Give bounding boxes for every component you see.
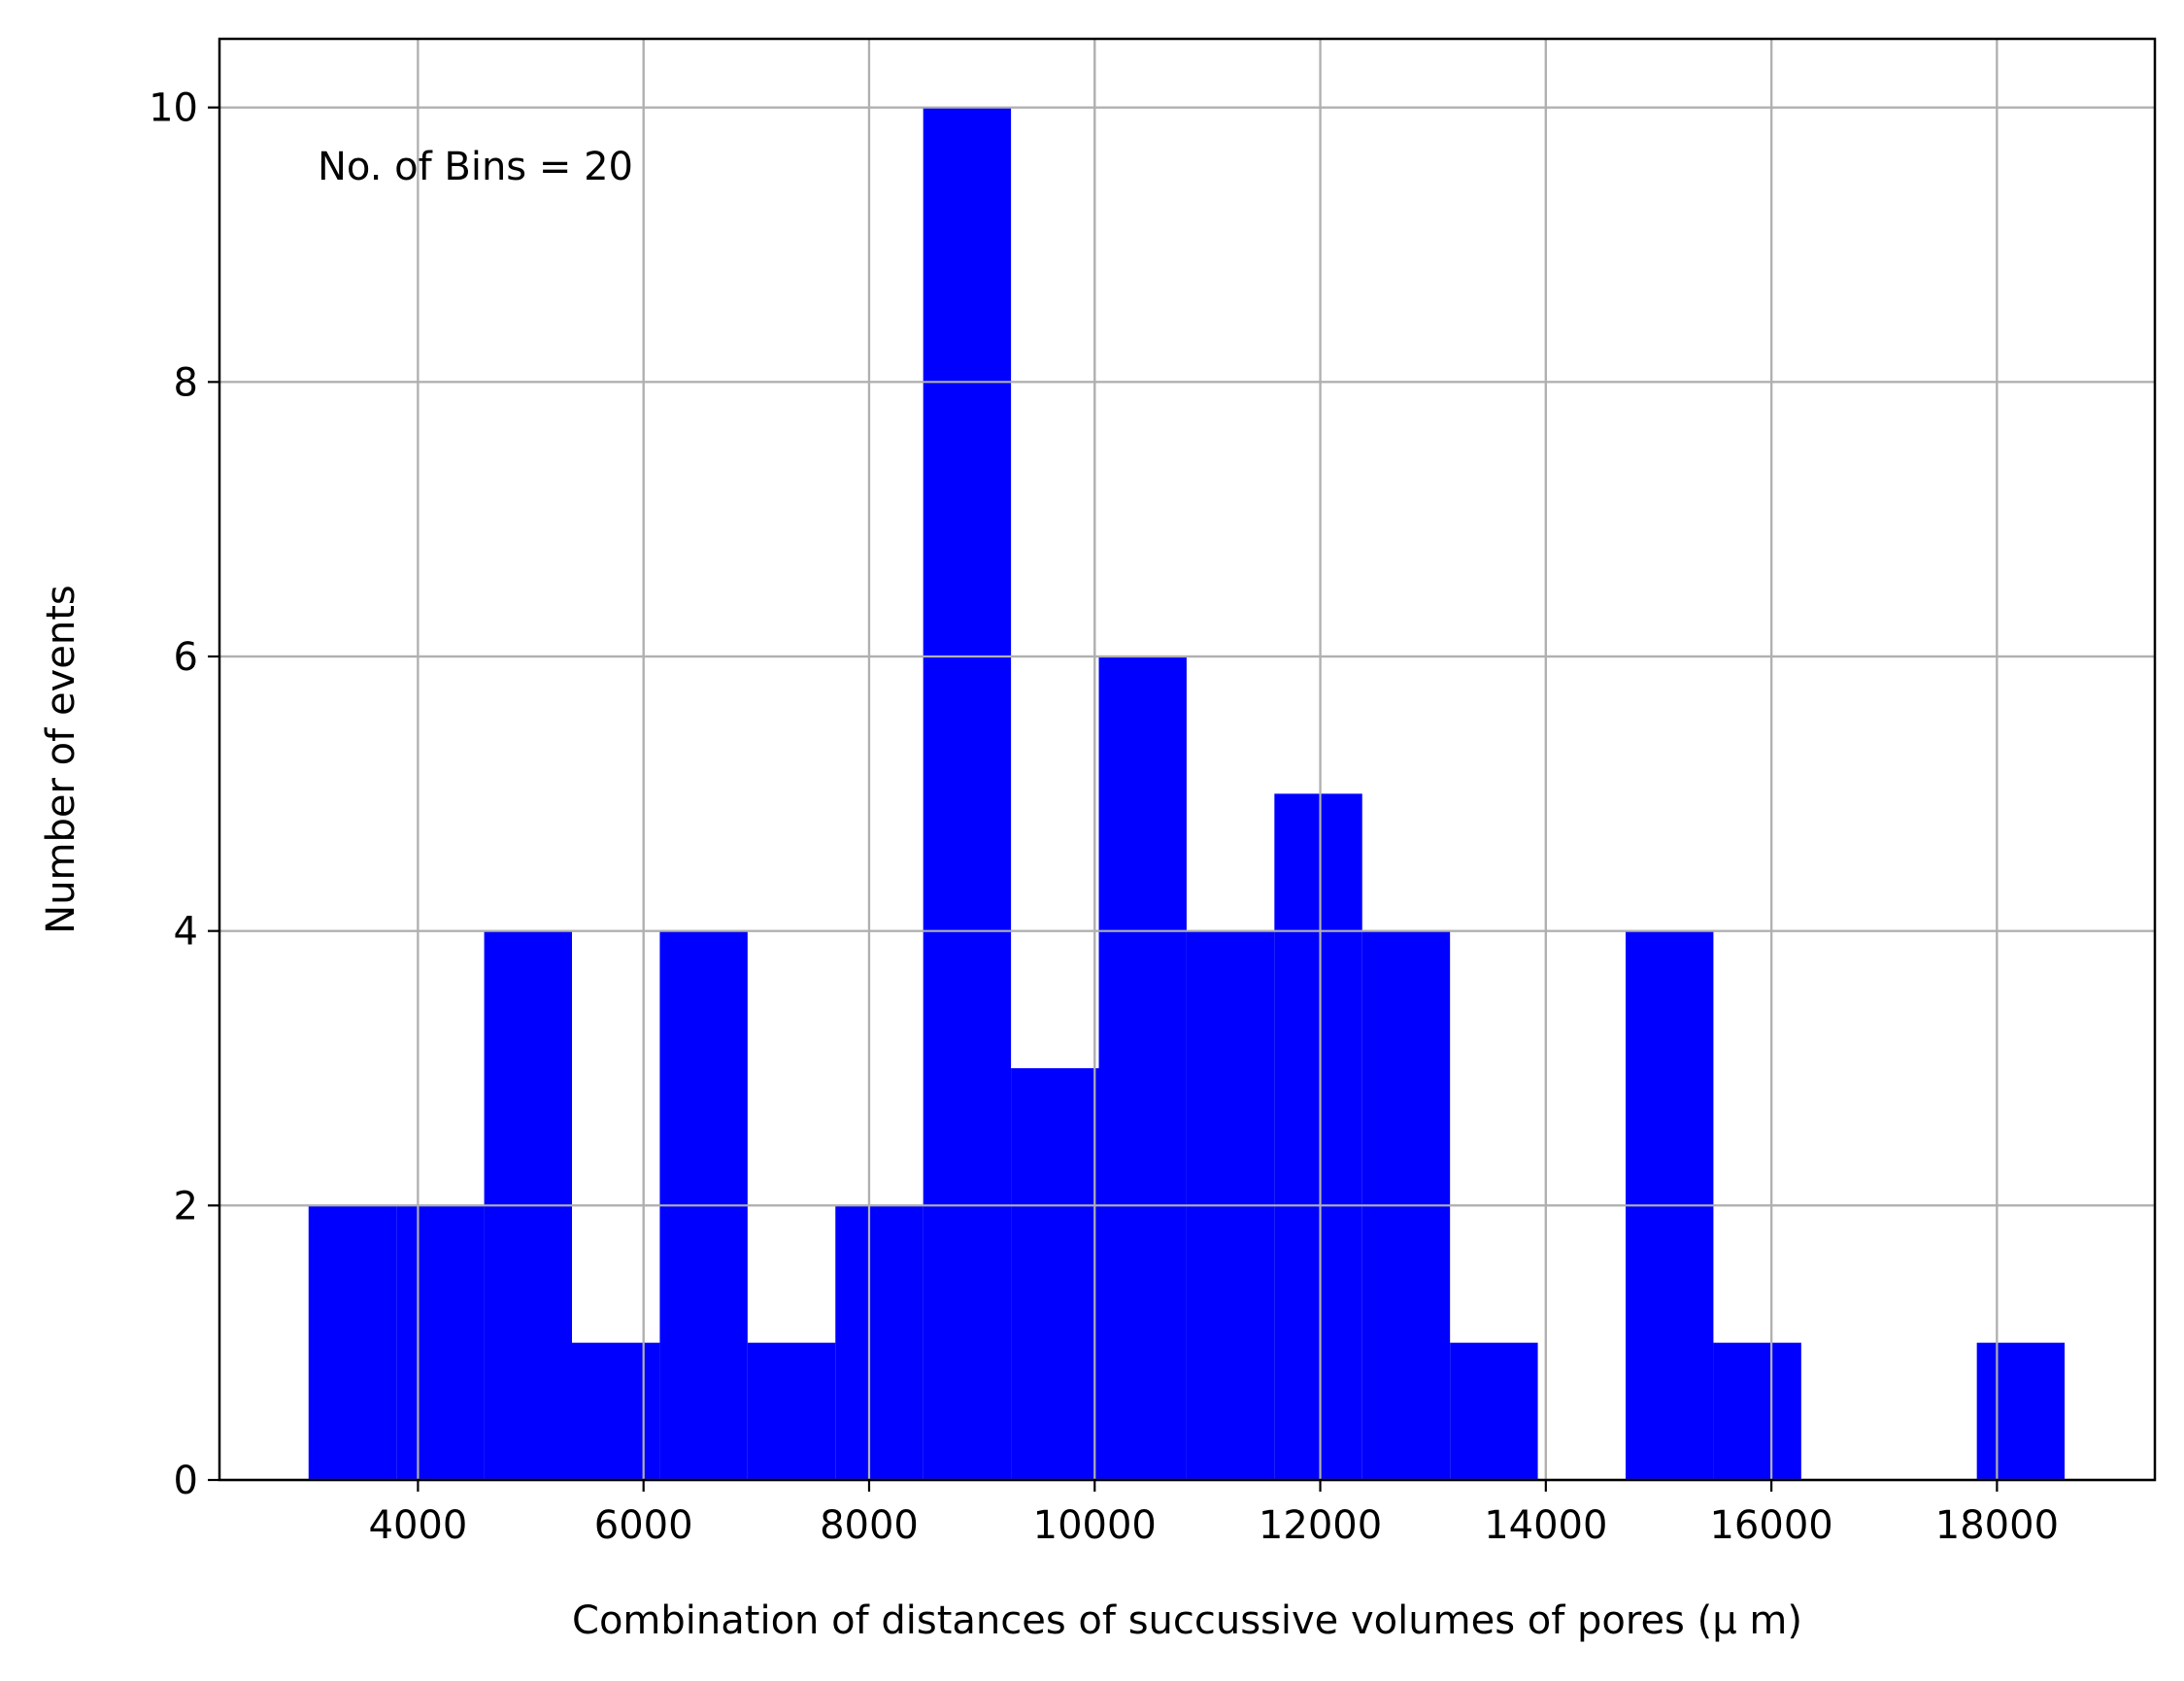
x-tick-label: 16000 bbox=[1709, 1503, 1832, 1548]
histogram-bar bbox=[1274, 793, 1362, 1480]
histogram-bar bbox=[1098, 656, 1187, 1480]
bin-count-annotation: No. of Bins = 20 bbox=[318, 145, 633, 189]
y-tick-label: 10 bbox=[149, 86, 198, 131]
y-tick-label: 2 bbox=[174, 1184, 198, 1228]
histogram-bar bbox=[572, 1342, 660, 1480]
x-tick-label: 10000 bbox=[1033, 1503, 1157, 1548]
histogram-bar bbox=[1450, 1342, 1538, 1480]
x-tick-label: 18000 bbox=[1935, 1503, 2059, 1548]
y-axis-label: Number of events bbox=[39, 585, 84, 933]
x-tick-label: 12000 bbox=[1259, 1503, 1382, 1548]
x-tick-label: 4000 bbox=[369, 1503, 468, 1548]
histogram-bar bbox=[1713, 1342, 1801, 1480]
histogram-bar bbox=[923, 107, 1012, 1481]
axis-ticks: 4000 6000 8000 10000 12000 14000 16000 18000 0 2 4… bbox=[149, 86, 2059, 1548]
x-tick-label: 14000 bbox=[1484, 1503, 1607, 1548]
histogram-bar bbox=[396, 1205, 485, 1480]
y-tick-label: 0 bbox=[174, 1459, 198, 1503]
y-tick-label: 8 bbox=[174, 360, 198, 405]
y-tick-label: 6 bbox=[174, 635, 198, 680]
histogram-bar bbox=[1011, 1068, 1099, 1480]
x-axis-label: Combination of distances of succussive v… bbox=[572, 1598, 1802, 1643]
histogram-bar bbox=[835, 1205, 924, 1480]
y-tick-label: 4 bbox=[174, 910, 198, 955]
histogram-bar bbox=[747, 1342, 836, 1480]
histogram-bar bbox=[308, 1205, 397, 1480]
histogram-bars bbox=[219, 39, 2155, 1482]
histogram-bar bbox=[1976, 1342, 2066, 1480]
plot-frame bbox=[218, 37, 2157, 1482]
x-tick-label: 8000 bbox=[820, 1503, 919, 1548]
x-tick-label: 6000 bbox=[594, 1503, 693, 1548]
